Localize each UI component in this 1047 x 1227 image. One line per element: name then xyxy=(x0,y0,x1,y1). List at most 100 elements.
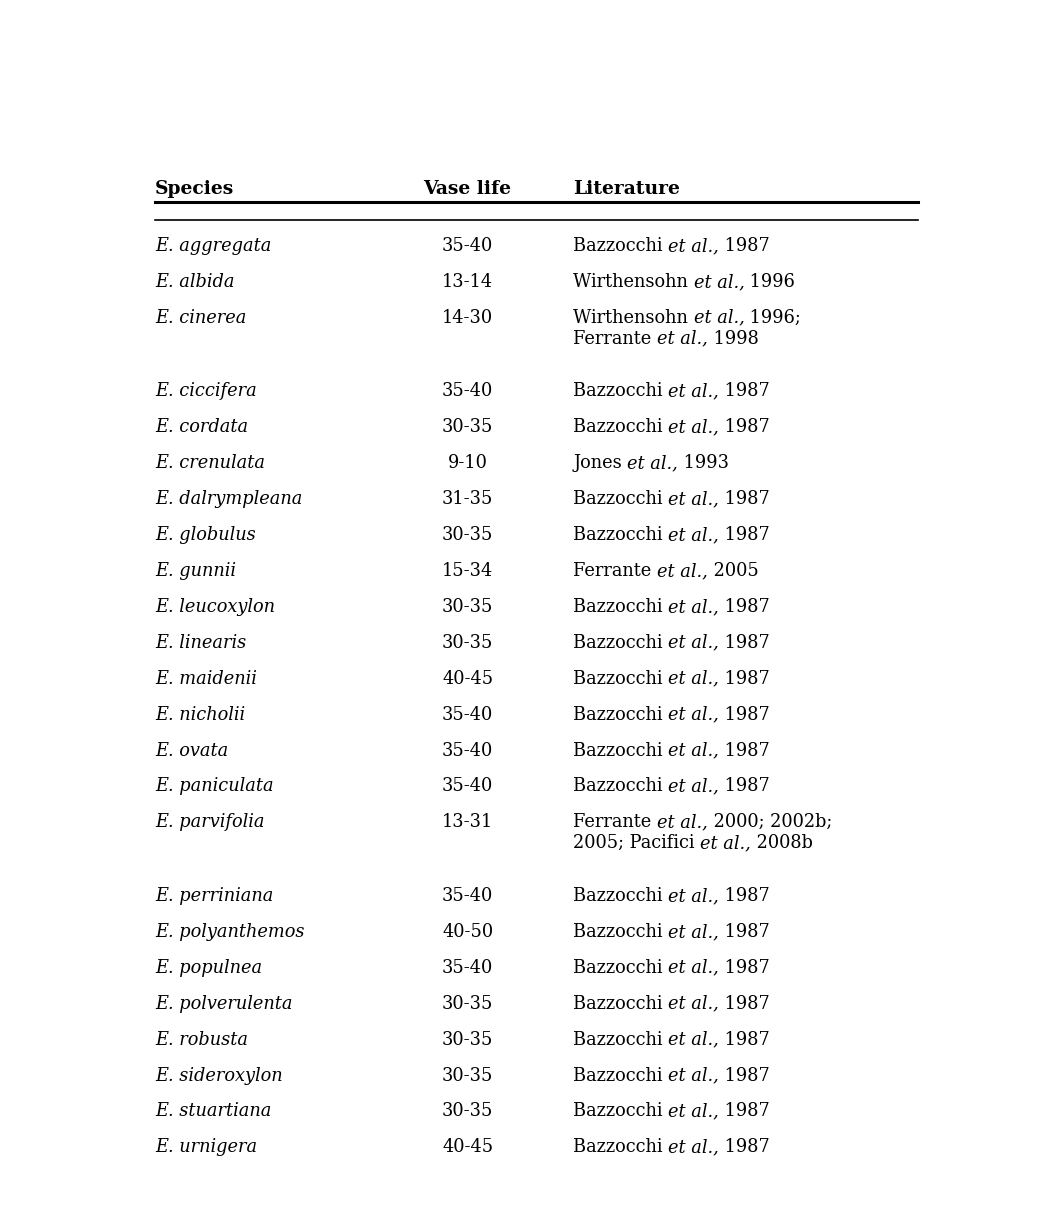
Text: et al.,: et al., xyxy=(627,454,678,472)
Text: et al.,: et al., xyxy=(668,923,719,941)
Text: et al.,: et al., xyxy=(656,562,708,580)
Text: E. perriniana: E. perriniana xyxy=(155,887,273,906)
Text: E. parvifolia: E. parvifolia xyxy=(155,814,265,832)
Text: et al.,: et al., xyxy=(693,272,744,291)
Text: 1987: 1987 xyxy=(719,526,770,544)
Text: Bazzocchi: Bazzocchi xyxy=(573,706,668,724)
Text: Vase life: Vase life xyxy=(424,180,512,199)
Text: E. populnea: E. populnea xyxy=(155,958,263,977)
Text: Bazzocchi: Bazzocchi xyxy=(573,598,668,616)
Text: Bazzocchi: Bazzocchi xyxy=(573,887,668,906)
Text: Bazzocchi: Bazzocchi xyxy=(573,1102,668,1120)
Text: E. crenulata: E. crenulata xyxy=(155,454,265,472)
Text: 35-40: 35-40 xyxy=(442,887,493,906)
Text: 1987: 1987 xyxy=(719,491,770,508)
Text: Bazzocchi: Bazzocchi xyxy=(573,1139,668,1156)
Text: 2005; Pacifici: 2005; Pacifici xyxy=(573,834,700,852)
Text: et al.,: et al., xyxy=(668,958,719,977)
Text: E. ovata: E. ovata xyxy=(155,741,228,760)
Text: 40-50: 40-50 xyxy=(442,923,493,941)
Text: Bazzocchi: Bazzocchi xyxy=(573,1066,668,1085)
Text: 15-34: 15-34 xyxy=(442,562,493,580)
Text: et al.,: et al., xyxy=(668,526,719,544)
Text: E. robusta: E. robusta xyxy=(155,1031,248,1049)
Text: 30-35: 30-35 xyxy=(442,418,493,437)
Text: et al.,: et al., xyxy=(668,1031,719,1049)
Text: et al.,: et al., xyxy=(668,237,719,255)
Text: 30-35: 30-35 xyxy=(442,598,493,616)
Text: E. linearis: E. linearis xyxy=(155,634,246,652)
Text: E. leucoxylon: E. leucoxylon xyxy=(155,598,275,616)
Text: Wirthensohn: Wirthensohn xyxy=(573,272,693,291)
Text: Bazzocchi: Bazzocchi xyxy=(573,526,668,544)
Text: E. polverulenta: E. polverulenta xyxy=(155,995,293,1012)
Text: Ferrante: Ferrante xyxy=(573,330,656,347)
Text: E. urnigera: E. urnigera xyxy=(155,1139,258,1156)
Text: et al.,: et al., xyxy=(668,491,719,508)
Text: Ferrante: Ferrante xyxy=(573,562,656,580)
Text: 1987: 1987 xyxy=(719,1031,770,1049)
Text: E. ciccifera: E. ciccifera xyxy=(155,383,257,400)
Text: Ferrante: Ferrante xyxy=(573,814,656,832)
Text: Bazzocchi: Bazzocchi xyxy=(573,237,668,255)
Text: Bazzocchi: Bazzocchi xyxy=(573,923,668,941)
Text: 2005: 2005 xyxy=(708,562,758,580)
Text: Bazzocchi: Bazzocchi xyxy=(573,634,668,652)
Text: 30-35: 30-35 xyxy=(442,1102,493,1120)
Text: 40-45: 40-45 xyxy=(442,670,493,687)
Text: 1987: 1987 xyxy=(719,1066,770,1085)
Text: et al.,: et al., xyxy=(668,670,719,687)
Text: Bazzocchi: Bazzocchi xyxy=(573,741,668,760)
Text: E. polyanthemos: E. polyanthemos xyxy=(155,923,305,941)
Text: et al.,: et al., xyxy=(668,1102,719,1120)
Text: 35-40: 35-40 xyxy=(442,706,493,724)
Text: 1987: 1987 xyxy=(719,958,770,977)
Text: 1996: 1996 xyxy=(744,272,796,291)
Text: 1987: 1987 xyxy=(719,634,770,652)
Text: 30-35: 30-35 xyxy=(442,995,493,1012)
Text: 1987: 1987 xyxy=(719,706,770,724)
Text: 2000; 2002b;: 2000; 2002b; xyxy=(708,814,832,832)
Text: Bazzocchi: Bazzocchi xyxy=(573,670,668,687)
Text: et al.,: et al., xyxy=(668,634,719,652)
Text: et al.,: et al., xyxy=(668,1066,719,1085)
Text: 40-45: 40-45 xyxy=(442,1139,493,1156)
Text: 1987: 1987 xyxy=(719,418,770,437)
Text: Jones: Jones xyxy=(573,454,627,472)
Text: 1987: 1987 xyxy=(719,778,770,795)
Text: E. stuartiana: E. stuartiana xyxy=(155,1102,271,1120)
Text: Literature: Literature xyxy=(573,180,680,199)
Text: 1987: 1987 xyxy=(719,1102,770,1120)
Text: E. sideroxylon: E. sideroxylon xyxy=(155,1066,283,1085)
Text: 13-31: 13-31 xyxy=(442,814,493,832)
Text: Bazzocchi: Bazzocchi xyxy=(573,383,668,400)
Text: Bazzocchi: Bazzocchi xyxy=(573,491,668,508)
Text: 1987: 1987 xyxy=(719,598,770,616)
Text: et al.,: et al., xyxy=(668,706,719,724)
Text: et al.,: et al., xyxy=(656,814,708,832)
Text: 1993: 1993 xyxy=(678,454,729,472)
Text: et al.,: et al., xyxy=(693,309,744,326)
Text: 14-30: 14-30 xyxy=(442,309,493,326)
Text: Wirthensohn: Wirthensohn xyxy=(573,309,693,326)
Text: 35-40: 35-40 xyxy=(442,958,493,977)
Text: 13-14: 13-14 xyxy=(442,272,493,291)
Text: et al.,: et al., xyxy=(700,834,751,852)
Text: E. gunnii: E. gunnii xyxy=(155,562,237,580)
Text: 35-40: 35-40 xyxy=(442,741,493,760)
Text: E. maidenii: E. maidenii xyxy=(155,670,258,687)
Text: et al.,: et al., xyxy=(668,741,719,760)
Text: Bazzocchi: Bazzocchi xyxy=(573,995,668,1012)
Text: E. cordata: E. cordata xyxy=(155,418,248,437)
Text: E. cinerea: E. cinerea xyxy=(155,309,247,326)
Text: 9-10: 9-10 xyxy=(448,454,488,472)
Text: et al.,: et al., xyxy=(668,778,719,795)
Text: Bazzocchi: Bazzocchi xyxy=(573,778,668,795)
Text: E. aggregata: E. aggregata xyxy=(155,237,271,255)
Text: 1987: 1987 xyxy=(719,1139,770,1156)
Text: 1996;: 1996; xyxy=(744,309,801,326)
Text: Species: Species xyxy=(155,180,235,199)
Text: 1987: 1987 xyxy=(719,670,770,687)
Text: 1998: 1998 xyxy=(708,330,759,347)
Text: et al.,: et al., xyxy=(668,383,719,400)
